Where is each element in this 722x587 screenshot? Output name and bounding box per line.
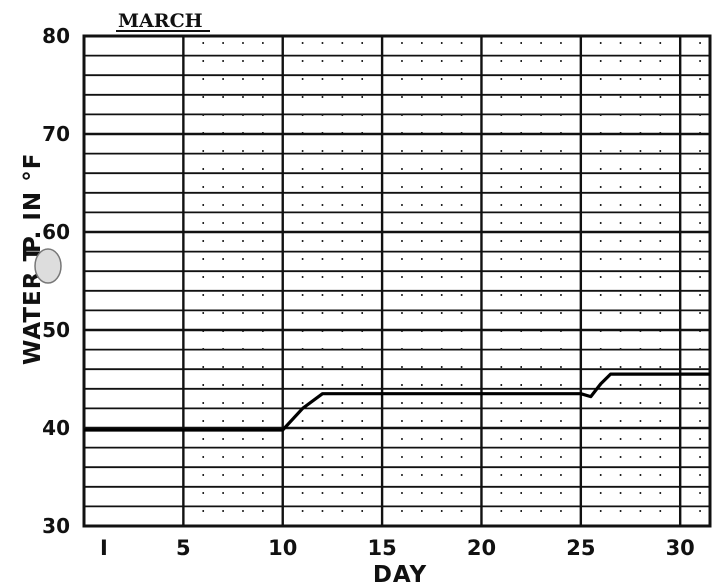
x-tick-label: 10 xyxy=(268,536,297,560)
x-tick-label: I xyxy=(100,536,108,560)
scan-smudge xyxy=(34,248,62,284)
y-tick-label: 50 xyxy=(42,318,70,342)
y-tick-label: 80 xyxy=(42,24,70,48)
grid-minor xyxy=(84,54,710,508)
x-tick-labels: I 5 10 15 20 25 30 xyxy=(100,536,695,560)
x-tick-label: 25 xyxy=(566,536,595,560)
x-tick-label: 15 xyxy=(367,536,396,560)
grid-major xyxy=(84,36,710,526)
series-layer xyxy=(84,372,710,432)
y-tick-label: 60 xyxy=(42,220,70,244)
x-axis-label: DAY xyxy=(373,562,427,587)
y-axis-label: WATER T P. IN °F xyxy=(20,153,46,365)
y-tick-labels: 30 40 50 60 70 80 xyxy=(42,24,70,538)
plot-frame xyxy=(82,34,712,528)
series-line-1 xyxy=(84,372,710,432)
y-axis-label-part-2: P. IN °F xyxy=(20,153,46,253)
x-tick-label: 20 xyxy=(467,536,496,560)
y-tick-label: 40 xyxy=(42,416,70,440)
y-tick-label: 30 xyxy=(42,514,70,538)
x-tick-label: 30 xyxy=(666,536,695,560)
y-tick-label: 70 xyxy=(42,122,70,146)
chart-title: MARCH xyxy=(118,10,203,32)
x-tick-label: 5 xyxy=(176,536,191,560)
